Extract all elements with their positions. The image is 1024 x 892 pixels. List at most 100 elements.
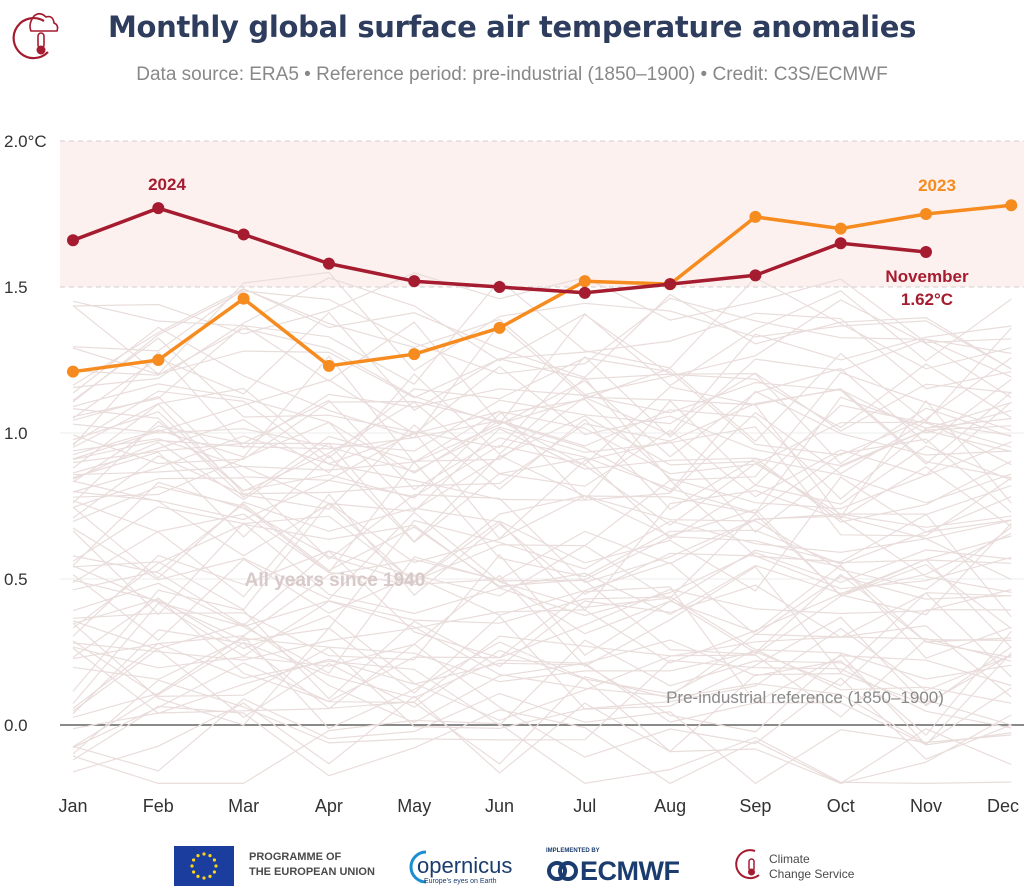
background-year-line bbox=[72, 445, 1012, 544]
climate-change-service-text: Climate Change Service bbox=[769, 852, 855, 881]
background-year-line bbox=[72, 438, 1012, 543]
data-point-2023 bbox=[749, 210, 762, 223]
x-tick-label: Oct bbox=[827, 796, 855, 816]
data-point-2024 bbox=[578, 286, 591, 299]
y-tick-label: 0.0 bbox=[4, 716, 28, 735]
background-year-line bbox=[72, 609, 1012, 687]
annotation-value: 1.62°C bbox=[901, 290, 953, 309]
data-point-2023 bbox=[834, 222, 847, 235]
data-point-2024 bbox=[749, 269, 762, 282]
background-year-line bbox=[72, 323, 1012, 439]
background-year-line bbox=[72, 565, 1012, 680]
x-tick-label: May bbox=[397, 796, 431, 816]
background-year-line bbox=[72, 586, 1012, 704]
background-year-line bbox=[72, 427, 1012, 523]
x-tick-label: Jun bbox=[485, 796, 514, 816]
eu-flag-icon bbox=[174, 846, 234, 886]
background-year-line bbox=[72, 544, 1012, 654]
background-year-line bbox=[72, 290, 1012, 403]
chart-subtitle: Data source: ERA5 • Reference period: pr… bbox=[136, 64, 888, 85]
background-year-line bbox=[72, 415, 1012, 527]
x-tick-label: Jul bbox=[573, 796, 596, 816]
copernicus-tagline: Europe's eyes on Earth bbox=[424, 878, 497, 885]
series-label-2023: 2023 bbox=[918, 176, 956, 195]
background-year-line bbox=[72, 390, 1012, 493]
reference-label: Pre-industrial reference (1850–1900) bbox=[666, 688, 944, 707]
data-point-2024 bbox=[152, 202, 165, 215]
data-point-2023 bbox=[408, 348, 421, 361]
background-year-line bbox=[72, 476, 1012, 592]
background-year-line bbox=[72, 365, 1012, 467]
ecmwf-wordmark: ECMWF bbox=[580, 856, 680, 886]
background-years-lines bbox=[72, 271, 1012, 785]
background-year-line bbox=[72, 461, 1012, 578]
background-year-line bbox=[72, 372, 1012, 464]
background-year-line bbox=[72, 383, 1012, 500]
data-point-2023 bbox=[322, 359, 335, 372]
background-year-line bbox=[72, 479, 1012, 582]
copernicus-wordmark: opernicus bbox=[417, 853, 513, 878]
background-year-line bbox=[72, 313, 1012, 429]
y-tick-label: 1.0 bbox=[4, 424, 28, 443]
chart-title: Monthly global surface air temperature a… bbox=[107, 10, 917, 44]
background-year-line bbox=[72, 327, 1012, 443]
data-point-2023 bbox=[152, 354, 165, 366]
background-year-line bbox=[72, 390, 1012, 501]
annotation-month: November bbox=[885, 267, 969, 286]
background-year-line bbox=[72, 600, 1012, 704]
x-tick-label: Apr bbox=[315, 796, 343, 816]
data-point-2024 bbox=[493, 281, 506, 293]
x-tick-label: Jan bbox=[58, 796, 87, 816]
background-year-line bbox=[72, 662, 1012, 765]
background-year-line bbox=[72, 549, 1012, 661]
background-year-line bbox=[72, 419, 1012, 528]
copernicus-logo: opernicus Europe's eyes on Earth bbox=[404, 844, 516, 890]
background-year-line bbox=[72, 566, 1012, 674]
background-year-line bbox=[72, 481, 1012, 597]
x-tick-label: Aug bbox=[654, 796, 686, 816]
footer-logos: PROGRAMME OF THE EUROPEAN UNION opernicu… bbox=[0, 838, 1024, 892]
background-year-line bbox=[72, 311, 1012, 419]
background-year-line bbox=[72, 659, 1012, 755]
y-tick-label: 1.5 bbox=[4, 278, 28, 297]
series-line-2023 bbox=[72, 203, 1012, 374]
series-label-2024: 2024 bbox=[148, 175, 186, 194]
data-point-2024 bbox=[664, 278, 677, 291]
x-tick-label: Mar bbox=[228, 796, 259, 816]
background-year-line bbox=[72, 620, 1012, 719]
background-year-line bbox=[72, 559, 1012, 660]
data-point-2024 bbox=[67, 234, 79, 247]
background-year-line bbox=[72, 705, 1012, 785]
climate-change-service-icon bbox=[735, 849, 760, 880]
data-point-2023 bbox=[493, 321, 506, 334]
data-point-2024 bbox=[408, 275, 421, 288]
implemented-by-label: IMPLEMENTED BY bbox=[546, 848, 600, 854]
background-year-line bbox=[72, 288, 1012, 399]
data-point-2024 bbox=[834, 237, 847, 250]
background-year-line bbox=[72, 396, 1012, 519]
background-year-line bbox=[72, 423, 1012, 537]
x-tick-label: Dec bbox=[987, 796, 1019, 816]
data-point-2023 bbox=[237, 292, 250, 305]
line-chart: 2.0°C 1.5 1.0 0.5 0.0 Jan Feb Mar Apr May Jun Jul Au… bbox=[4, 132, 1024, 816]
x-tick-label: Feb bbox=[143, 796, 174, 816]
background-year-line bbox=[72, 288, 1012, 386]
background-year-line bbox=[72, 550, 1012, 659]
background-year-line bbox=[72, 692, 1012, 785]
background-year-line bbox=[72, 641, 1012, 748]
data-point-2023 bbox=[578, 275, 591, 288]
background-year-line bbox=[72, 503, 1012, 591]
background-year-line bbox=[72, 495, 1012, 611]
background-year-line bbox=[72, 357, 1012, 459]
x-tick-label: Sep bbox=[739, 796, 771, 816]
data-point-2023 bbox=[920, 208, 932, 220]
background-year-line bbox=[72, 639, 1012, 726]
background-year-line bbox=[72, 598, 1012, 722]
background-year-line bbox=[72, 277, 1012, 389]
background-series-label: All years since 1940 bbox=[245, 570, 426, 591]
background-year-line bbox=[72, 276, 1012, 385]
data-point-2023 bbox=[67, 365, 79, 378]
above-1-5-band bbox=[60, 141, 1024, 287]
background-year-line bbox=[72, 351, 1012, 465]
background-year-line bbox=[72, 615, 1012, 726]
